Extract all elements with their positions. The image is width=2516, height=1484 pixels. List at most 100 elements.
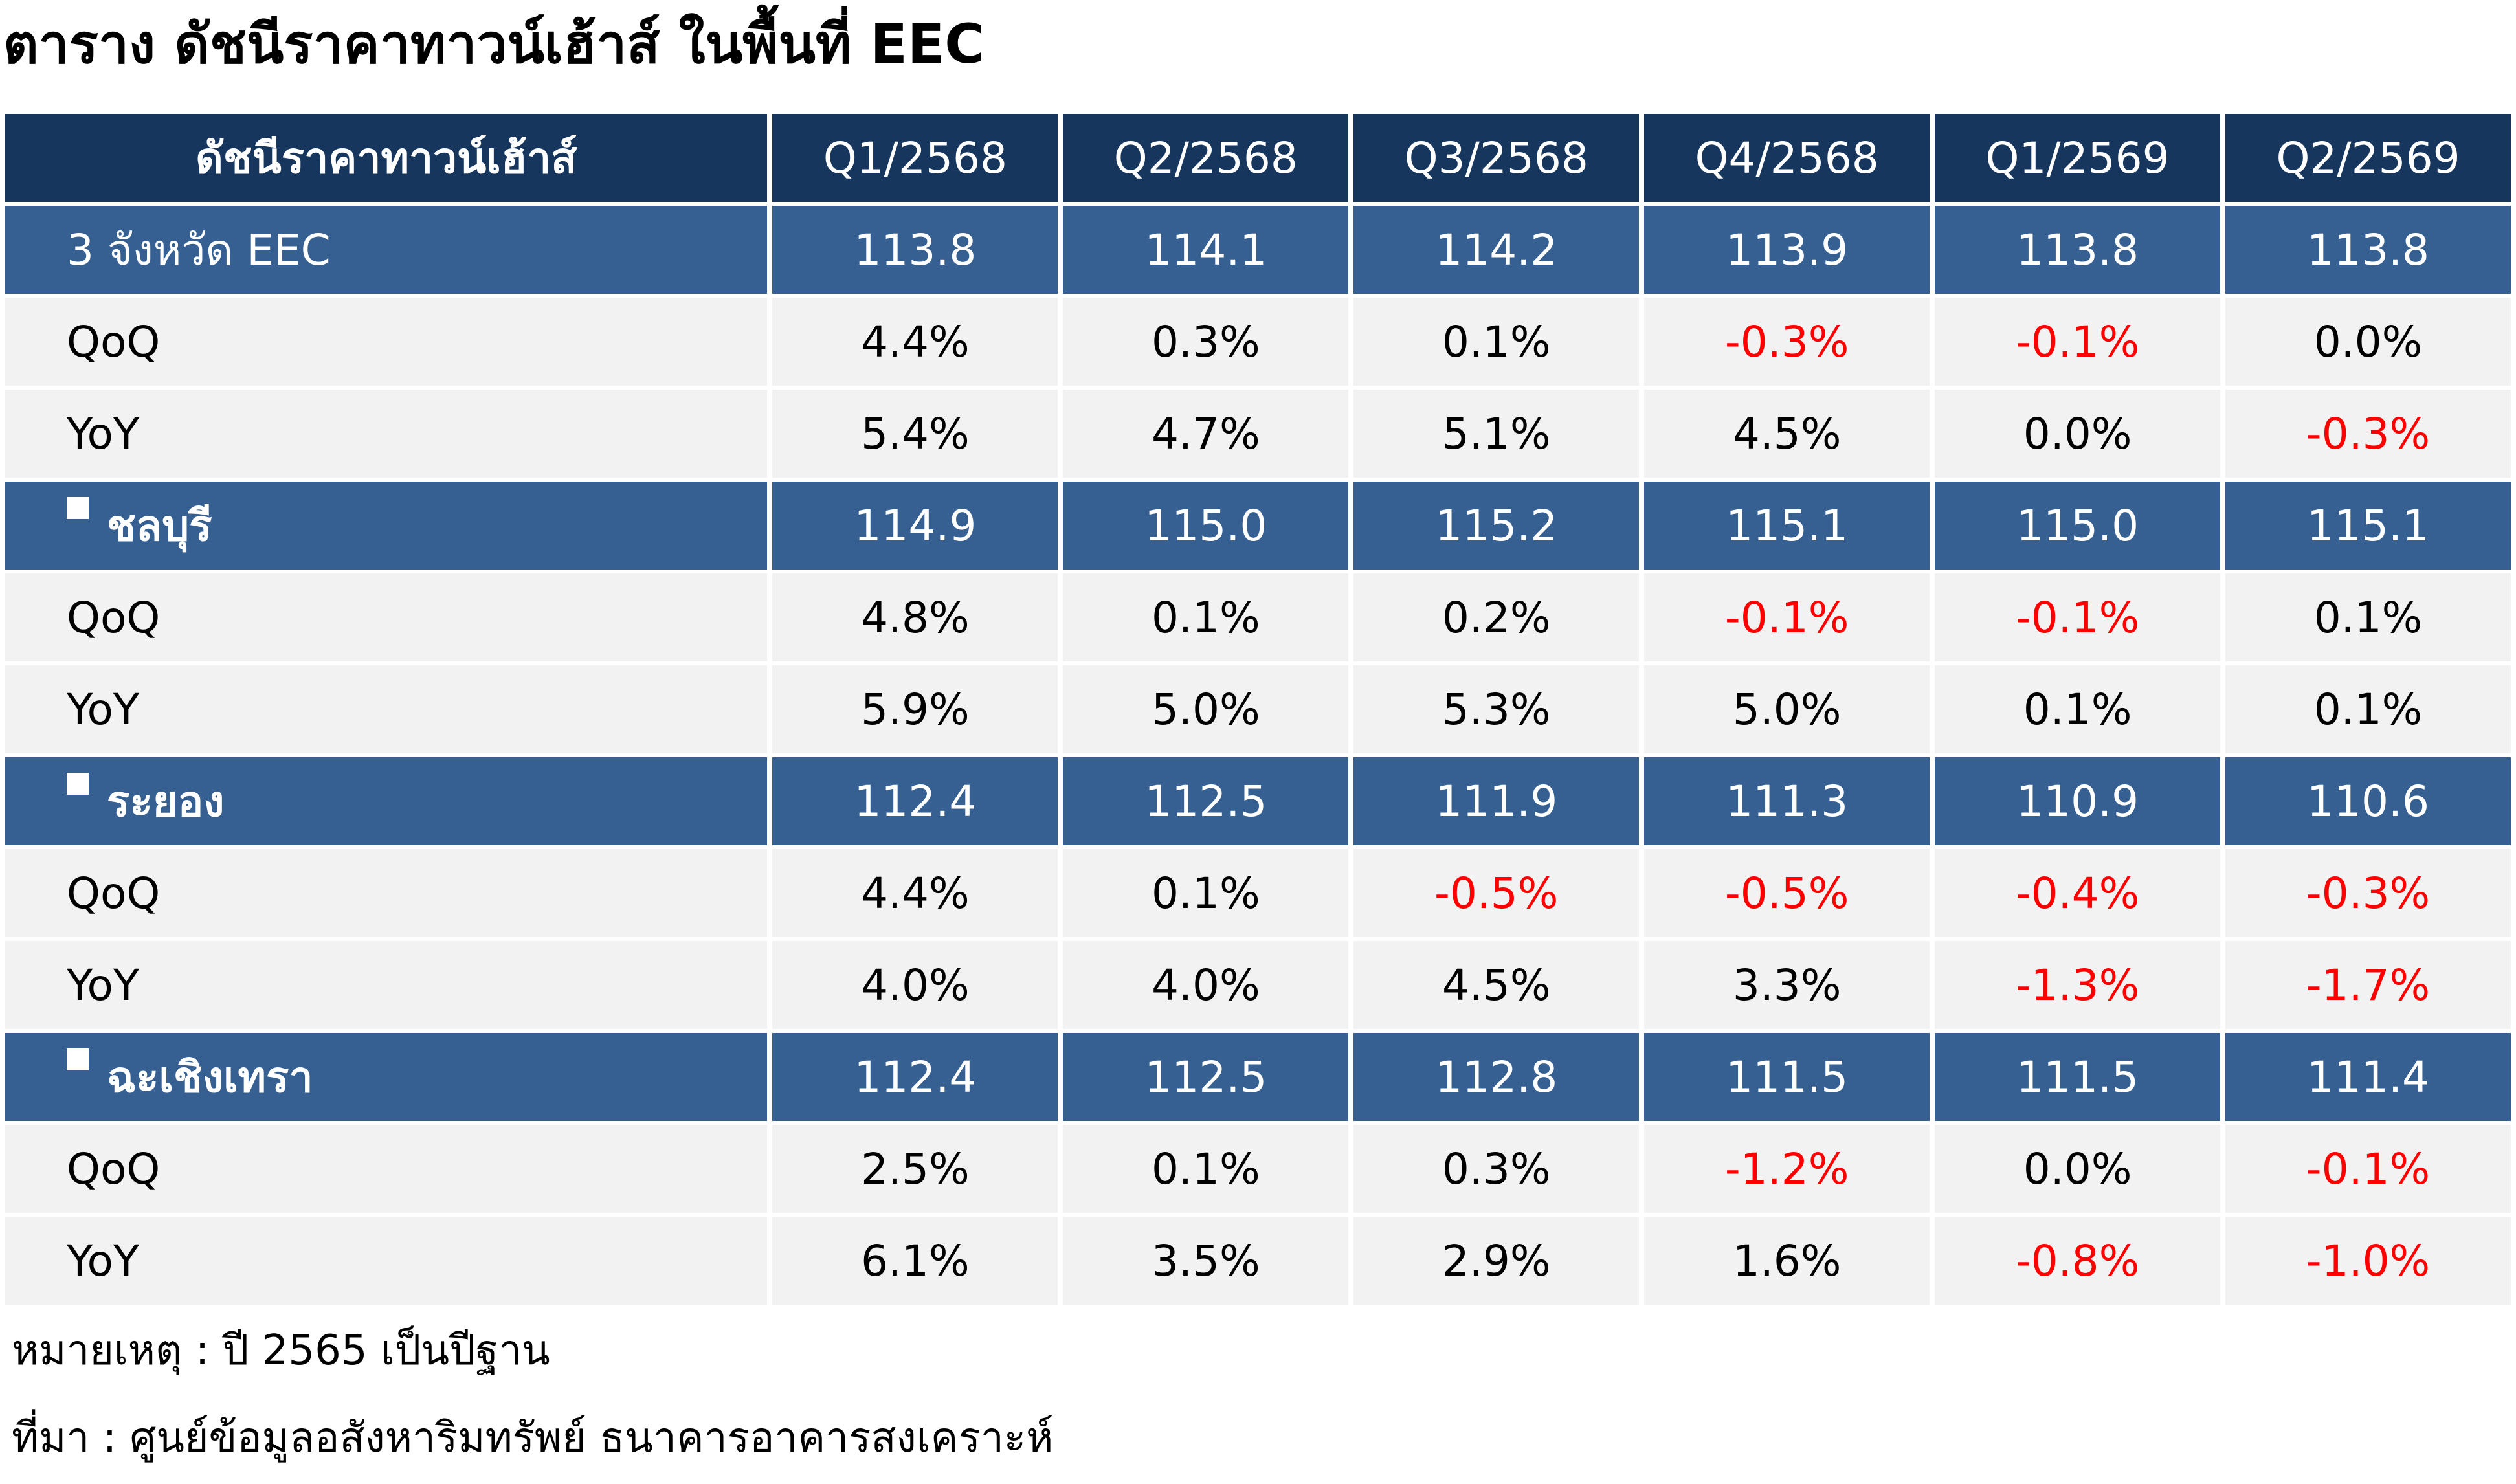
row-label-cell: QoQ (5, 298, 768, 386)
table-row: YoY 6.1% 3.5% 2.9% 1.6% -0.8% -1.0% (5, 1217, 2511, 1305)
value-cell: -0.3% (2225, 849, 2511, 937)
value-cell: -1.2% (1644, 1125, 1930, 1213)
table-row: 3 จังหวัด EEC 113.8 114.1 114.2 113.9 113.8 11… (5, 206, 2511, 294)
value-cell: 2.9% (1353, 1217, 1640, 1305)
header-cell-quarter: Q3/2568 (1353, 114, 1640, 202)
value-cell: 4.4% (772, 849, 1058, 937)
page-title: ตาราง ดัชนีราคาทาวน์เฮ้าส์ ในพื้นที่ EEC (3, 12, 985, 76)
value-cell: -0.3% (2225, 390, 2511, 478)
value-cell: -0.1% (1935, 573, 2221, 661)
value-cell: 5.0% (1644, 665, 1930, 753)
row-label-cell: ระยอง (5, 757, 768, 845)
value-cell: 5.1% (1353, 390, 1640, 478)
table-row: QoQ 4.4% 0.1% -0.5% -0.5% -0.4% -0.3% (5, 849, 2511, 937)
header-cell-index-name: ดัชนีราคาทาวน์เฮ้าส์ (5, 114, 768, 202)
value-cell: -0.8% (1935, 1217, 2221, 1305)
value-cell: 113.8 (772, 206, 1058, 294)
value-cell: -0.5% (1353, 849, 1640, 937)
value-cell: 4.8% (772, 573, 1058, 661)
value-cell: 0.0% (2225, 298, 2511, 386)
row-label: 3 จังหวัด EEC (67, 225, 331, 275)
row-label-cell: ชลบุรี (5, 482, 768, 570)
value-cell: 112.5 (1063, 1033, 1349, 1121)
value-cell: 5.0% (1063, 665, 1349, 753)
value-cell: 110.9 (1935, 757, 2221, 845)
value-cell: 115.0 (1935, 482, 2221, 570)
value-cell: -0.1% (1644, 573, 1930, 661)
value-cell: 0.1% (2225, 573, 2511, 661)
table-header-row: ดัชนีราคาทาวน์เฮ้าส์ Q1/2568 Q2/2568 Q3/256… (5, 114, 2511, 202)
value-cell: 0.1% (1063, 849, 1349, 937)
value-cell: 111.3 (1644, 757, 1930, 845)
value-cell: 114.1 (1063, 206, 1349, 294)
table-row: QoQ 4.8% 0.1% 0.2% -0.1% -0.1% 0.1% (5, 573, 2511, 661)
value-cell: 0.1% (2225, 665, 2511, 753)
row-label-cell: QoQ (5, 1125, 768, 1213)
value-cell: 1.6% (1644, 1217, 1930, 1305)
value-cell: 0.1% (1063, 1125, 1349, 1213)
row-label: ระยอง (107, 776, 225, 826)
value-cell: 112.4 (772, 1033, 1058, 1121)
value-cell: 113.8 (2225, 206, 2511, 294)
value-cell: 0.3% (1063, 298, 1349, 386)
row-label-cell: YoY (5, 390, 768, 478)
value-cell: 4.5% (1353, 941, 1640, 1029)
value-cell: 6.1% (772, 1217, 1058, 1305)
row-label-cell: ฉะเชิงเทรา (5, 1033, 768, 1121)
value-cell: 0.1% (1353, 298, 1640, 386)
value-cell: 2.5% (772, 1125, 1058, 1213)
value-cell: -1.7% (2225, 941, 2511, 1029)
row-label: QoQ (67, 868, 161, 918)
value-cell: -0.4% (1935, 849, 2221, 937)
value-cell: -1.3% (1935, 941, 2221, 1029)
row-label: QoQ (67, 316, 161, 367)
table-row: YoY 4.0% 4.0% 4.5% 3.3% -1.3% -1.7% (5, 941, 2511, 1029)
table-row: QoQ 4.4% 0.3% 0.1% -0.3% -0.1% 0.0% (5, 298, 2511, 386)
row-label: YoY (67, 684, 140, 735)
row-label: YoY (67, 1235, 140, 1286)
bullet-square-icon (67, 1048, 89, 1070)
value-cell: 111.5 (1935, 1033, 2221, 1121)
value-cell: 0.0% (1935, 390, 2221, 478)
row-label-cell: YoY (5, 941, 768, 1029)
table-row: YoY 5.4% 4.7% 5.1% 4.5% 0.0% -0.3% (5, 390, 2511, 478)
header-cell-quarter: Q2/2568 (1063, 114, 1349, 202)
value-cell: 115.1 (1644, 482, 1930, 570)
header-cell-quarter: Q2/2569 (2225, 114, 2511, 202)
row-label-cell: QoQ (5, 849, 768, 937)
value-cell: 115.0 (1063, 482, 1349, 570)
value-cell: 111.9 (1353, 757, 1640, 845)
value-cell: -0.3% (1644, 298, 1930, 386)
table-row: ระยอง 112.4 112.5 111.9 111.3 110.9 110.6 (5, 757, 2511, 845)
value-cell: 4.0% (772, 941, 1058, 1029)
bullet-square-icon (67, 496, 89, 519)
value-cell: 4.0% (1063, 941, 1349, 1029)
value-cell: 5.4% (772, 390, 1058, 478)
row-label: ฉะเชิงเทรา (107, 1052, 313, 1102)
value-cell: -0.1% (1935, 298, 2221, 386)
row-label-cell: 3 จังหวัด EEC (5, 206, 768, 294)
value-cell: 0.2% (1353, 573, 1640, 661)
row-label: YoY (67, 408, 140, 459)
table-row: ฉะเชิงเทรา 112.4 112.5 112.8 111.5 111.5 111.4 (5, 1033, 2511, 1121)
value-cell: 0.3% (1353, 1125, 1640, 1213)
header-cell-quarter: Q1/2568 (772, 114, 1058, 202)
value-cell: 113.9 (1644, 206, 1930, 294)
value-cell: 5.9% (772, 665, 1058, 753)
row-label: QoQ (67, 592, 161, 643)
value-cell: 112.8 (1353, 1033, 1640, 1121)
value-cell: 111.5 (1644, 1033, 1930, 1121)
footnote-source: ที่มา : ศูนย์ข้อมูลอสังหาริมทรัพย์ ธนาคา… (12, 1414, 1054, 1462)
value-cell: 4.5% (1644, 390, 1930, 478)
value-cell: 115.2 (1353, 482, 1640, 570)
table-row: QoQ 2.5% 0.1% 0.3% -1.2% 0.0% -0.1% (5, 1125, 2511, 1213)
value-cell: 114.9 (772, 482, 1058, 570)
bullet-square-icon (67, 772, 89, 795)
value-cell: 113.8 (1935, 206, 2221, 294)
value-cell: 115.1 (2225, 482, 2511, 570)
row-label: YoY (67, 960, 140, 1010)
value-cell: 110.6 (2225, 757, 2511, 845)
value-cell: -1.0% (2225, 1217, 2511, 1305)
value-cell: 3.3% (1644, 941, 1930, 1029)
value-cell: 4.7% (1063, 390, 1349, 478)
